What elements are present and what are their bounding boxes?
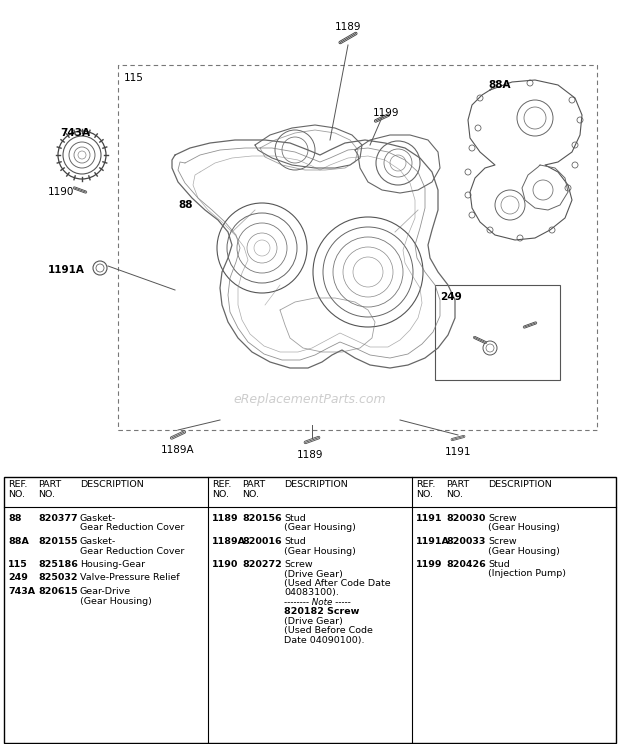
- Text: 1191A: 1191A: [416, 537, 450, 546]
- Text: 04083100).: 04083100).: [284, 589, 339, 597]
- Text: (Gear Housing): (Gear Housing): [488, 524, 560, 533]
- Text: Gasket-: Gasket-: [80, 514, 117, 523]
- Text: REF.
NO.: REF. NO.: [416, 480, 435, 499]
- Text: 1190: 1190: [212, 560, 238, 569]
- Text: PART
NO.: PART NO.: [446, 480, 469, 499]
- Bar: [4, 477, 616, 743]
- Text: 115: 115: [124, 73, 144, 83]
- Text: Screw: Screw: [488, 514, 516, 523]
- Text: 1199: 1199: [416, 560, 443, 569]
- Text: DESCRIPTION: DESCRIPTION: [80, 480, 144, 489]
- Text: 820426: 820426: [446, 560, 485, 569]
- Text: Stud: Stud: [284, 537, 306, 546]
- Text: (Gear Housing): (Gear Housing): [80, 597, 152, 606]
- Text: 1190: 1190: [48, 187, 74, 197]
- Text: Gasket-: Gasket-: [80, 537, 117, 546]
- Text: DESCRIPTION: DESCRIPTION: [284, 480, 348, 489]
- Text: Screw: Screw: [284, 560, 312, 569]
- Text: Valve-Pressure Relief: Valve-Pressure Relief: [80, 574, 180, 583]
- Text: PART
NO.: PART NO.: [242, 480, 265, 499]
- Text: 820272: 820272: [242, 560, 281, 569]
- Text: 820377: 820377: [38, 514, 78, 523]
- Text: Gear-Drive: Gear-Drive: [80, 587, 131, 596]
- Text: 1189: 1189: [212, 514, 239, 523]
- Bar: [118, 65, 597, 430]
- Text: (Drive Gear): (Drive Gear): [284, 617, 343, 626]
- Text: 1189: 1189: [297, 450, 323, 460]
- Text: (Gear Housing): (Gear Housing): [488, 547, 560, 556]
- Text: 88A: 88A: [8, 537, 29, 546]
- Text: (Gear Housing): (Gear Housing): [284, 524, 356, 533]
- Text: (Gear Housing): (Gear Housing): [284, 547, 356, 556]
- Text: PART
NO.: PART NO.: [38, 480, 61, 499]
- Text: 820615: 820615: [38, 587, 78, 596]
- Text: Stud: Stud: [284, 514, 306, 523]
- Text: eReplacementParts.com: eReplacementParts.com: [234, 394, 386, 406]
- Text: 820030: 820030: [446, 514, 485, 523]
- Text: 820016: 820016: [242, 537, 281, 546]
- Text: 743A: 743A: [8, 587, 35, 596]
- Text: REF.
NO.: REF. NO.: [212, 480, 231, 499]
- Bar: [435, 285, 560, 380]
- Text: (Drive Gear): (Drive Gear): [284, 569, 343, 579]
- Text: 1189: 1189: [335, 22, 361, 32]
- Text: 249: 249: [8, 574, 28, 583]
- Text: (Used Before Code: (Used Before Code: [284, 626, 373, 635]
- Text: 88: 88: [8, 514, 22, 523]
- Text: 820182 Screw: 820182 Screw: [284, 608, 360, 617]
- Text: REF.
NO.: REF. NO.: [8, 480, 27, 499]
- Text: 115: 115: [8, 560, 28, 569]
- Text: 820033: 820033: [446, 537, 485, 546]
- Text: Gear Reduction Cover: Gear Reduction Cover: [80, 524, 184, 533]
- Text: Date 04090100).: Date 04090100).: [284, 636, 365, 645]
- Text: 1191: 1191: [416, 514, 443, 523]
- Text: 743A: 743A: [60, 128, 90, 138]
- Text: 249: 249: [440, 292, 462, 302]
- Text: 820155: 820155: [38, 537, 78, 546]
- Text: (Injection Pump): (Injection Pump): [488, 569, 566, 579]
- Text: 1199: 1199: [373, 108, 399, 118]
- Text: 1191: 1191: [445, 447, 471, 457]
- Text: 88A: 88A: [488, 80, 510, 90]
- Text: 1189A: 1189A: [212, 537, 246, 546]
- Text: 88: 88: [178, 200, 192, 210]
- Text: (Used After Code Date: (Used After Code Date: [284, 579, 391, 588]
- Text: -------- Note -----: -------- Note -----: [284, 598, 351, 607]
- Text: 825186: 825186: [38, 560, 78, 569]
- Text: Housing-Gear: Housing-Gear: [80, 560, 145, 569]
- Text: Screw: Screw: [488, 537, 516, 546]
- Text: 1191A: 1191A: [48, 265, 85, 275]
- Text: 1189A: 1189A: [161, 445, 195, 455]
- Text: 825032: 825032: [38, 574, 78, 583]
- Text: DESCRIPTION: DESCRIPTION: [488, 480, 552, 489]
- Text: 820156: 820156: [242, 514, 281, 523]
- Text: Stud: Stud: [488, 560, 510, 569]
- Text: Gear Reduction Cover: Gear Reduction Cover: [80, 547, 184, 556]
